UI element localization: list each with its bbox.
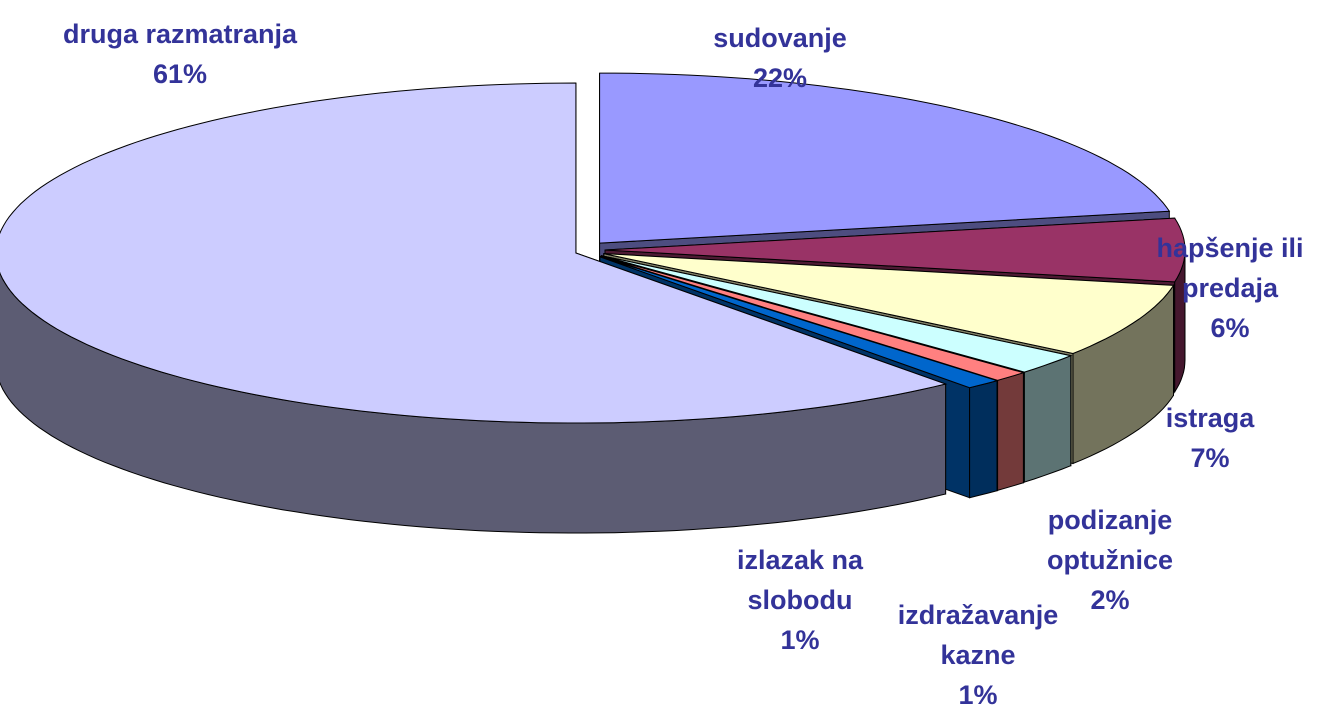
value-label: 6%: [1210, 313, 1250, 343]
category-label: sudovanje: [713, 23, 847, 53]
slice: [600, 255, 1026, 381]
slice-label: izlazak na slobodu 1%: [700, 540, 900, 660]
category-label: izdražavanje kazne: [897, 600, 1059, 670]
slice-label: podizanje optužnice 2%: [1000, 500, 1220, 620]
slice-side: [969, 380, 998, 499]
category-label: podizanje optužnice: [1047, 505, 1173, 575]
slice-label: istraga 7%: [1130, 398, 1290, 478]
slice-label: druga razmatranja 61%: [50, 14, 310, 94]
category-label: istraga: [1165, 403, 1255, 433]
slice: [601, 255, 1073, 373]
slice: [603, 253, 1175, 355]
slice-label: izdražavanje kazne 1%: [868, 595, 1088, 715]
value-label: 7%: [1190, 443, 1230, 473]
slice: [0, 82, 948, 424]
slice-label: hapšenje ili predaja 6%: [1130, 228, 1328, 348]
value-label: 2%: [1090, 585, 1130, 615]
slice: [599, 72, 1171, 244]
value-label: 1%: [780, 625, 820, 655]
slice-side: [1023, 354, 1072, 483]
value-label: 61%: [152, 59, 208, 89]
category-label: izlazak na slobodu: [736, 545, 864, 615]
slice: [599, 256, 999, 389]
slice: [604, 217, 1186, 283]
category-label: druga razmatranja: [62, 19, 298, 49]
slice-label: sudovanje 22%: [660, 18, 900, 98]
value-label: 1%: [958, 680, 998, 710]
category-label: hapšenje ili predaja: [1156, 233, 1304, 303]
value-label: 22%: [752, 63, 808, 93]
slice-side: [997, 372, 1024, 491]
